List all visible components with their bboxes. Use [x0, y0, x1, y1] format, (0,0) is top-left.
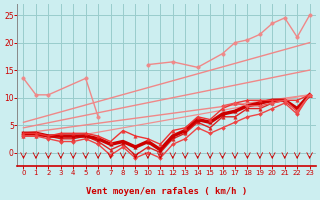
X-axis label: Vent moyen/en rafales ( km/h ): Vent moyen/en rafales ( km/h ) — [86, 187, 247, 196]
